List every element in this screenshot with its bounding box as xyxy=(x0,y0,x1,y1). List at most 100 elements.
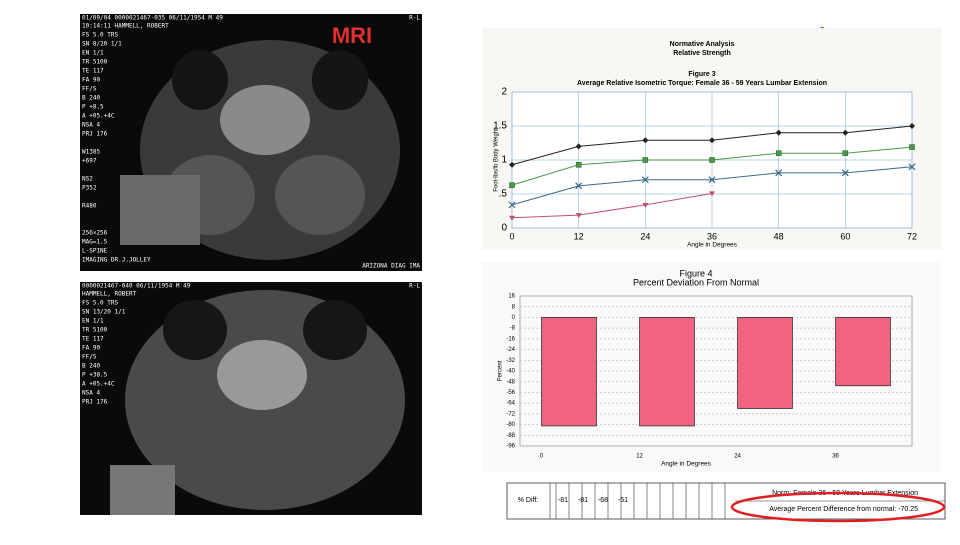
mri-info: B 240 xyxy=(82,363,100,370)
x-tick-label: 72 xyxy=(907,231,917,241)
mri-info: 10:14:11 HAMMELL, ROBERT xyxy=(82,23,169,30)
y-tick-label: -80 xyxy=(506,422,515,428)
y-tick-label: .5 xyxy=(499,189,508,200)
mri-info: +697 xyxy=(82,158,97,165)
mri-info: EN 1/1 xyxy=(82,50,104,57)
y-axis-label: Percent xyxy=(498,360,504,381)
table-cell: -81 xyxy=(578,497,588,504)
mri-info: R480 xyxy=(82,203,97,210)
chart-header: Relative Strength xyxy=(673,50,731,57)
x-tick-label: 36 xyxy=(707,231,717,241)
mri-corner: R-L xyxy=(409,283,420,290)
x-tick-label: 24 xyxy=(734,454,741,460)
mri-info: FS 5.0 TRS xyxy=(82,300,119,307)
y-tick-label: -24 xyxy=(506,347,515,353)
chart-title: Figure 4 xyxy=(679,268,712,278)
marker xyxy=(575,213,582,219)
y-tick-label: -72 xyxy=(506,411,515,417)
mri-info: NS2 xyxy=(82,176,93,183)
mri-header: 01/09/04 0000021467-035 06/11/1954 M 49 xyxy=(82,15,223,22)
table-average: Average Percent Difference from normal: … xyxy=(769,506,918,513)
mri-kidney xyxy=(303,300,367,360)
mri-inset xyxy=(120,175,200,245)
mri-kidney xyxy=(163,300,227,360)
mri-bottom xyxy=(80,282,422,515)
marker xyxy=(775,169,783,177)
y-tick-label: -16 xyxy=(506,336,515,342)
mri-footer: ARIZONA DIAG IMA xyxy=(362,263,420,270)
mri-info: TE 117 xyxy=(82,336,104,343)
marker xyxy=(709,137,715,144)
marker xyxy=(908,163,916,171)
marker xyxy=(842,129,849,136)
x-tick-label: 24 xyxy=(640,231,650,241)
mri-muscle xyxy=(275,155,365,235)
marker xyxy=(841,169,849,177)
mri-disc xyxy=(217,340,307,410)
mri-overlay: 0000021467-040 06/11/1954 M 49 R-L HAMMELL… xyxy=(82,283,420,406)
mri-info: P352 xyxy=(82,185,97,192)
x-tick-label: 36 xyxy=(832,454,839,460)
mri-info: TR 5100 xyxy=(82,59,108,66)
x-tick-label: 0 xyxy=(509,231,514,241)
mri-info: TE 117 xyxy=(82,68,104,75)
marker xyxy=(775,129,782,136)
table-cell: -51 xyxy=(618,497,628,504)
mri-info: NSA 4 xyxy=(82,390,100,397)
y-axis-label: Foot-lbs/lb Body Weight xyxy=(494,128,500,192)
x-tick-label: 0 xyxy=(540,454,544,460)
y-tick-label: -96 xyxy=(506,444,515,450)
mri-info: L-SPINE xyxy=(82,248,108,255)
mri-info: W1385 xyxy=(82,149,100,156)
mri-inset xyxy=(110,465,175,515)
mri-info: A +05.+4C xyxy=(82,113,115,120)
y-tick-label: -40 xyxy=(506,369,515,375)
bar xyxy=(835,317,891,387)
mri-kidney xyxy=(312,50,368,110)
table-cell: -68 xyxy=(598,497,608,504)
marker xyxy=(909,144,915,150)
x-tick-label: 60 xyxy=(840,231,850,241)
y-tick-label: 16 xyxy=(508,294,515,300)
marker xyxy=(842,150,849,156)
mri-info: IMAGING DR.J.JOLLEY xyxy=(82,257,151,264)
mri-disc xyxy=(220,85,310,155)
marker xyxy=(709,191,715,197)
chart-subtitle: Average Relative Isometric Torque: Femal… xyxy=(577,80,827,87)
marker xyxy=(642,157,649,163)
mri-info: P +38.5 xyxy=(82,372,108,379)
x-tick-label: 48 xyxy=(774,231,784,241)
x-axis-label: Angle in Degrees xyxy=(687,242,738,249)
mri-info: TR 5100 xyxy=(82,327,108,334)
y-tick-label: 1.5 xyxy=(493,121,507,132)
y-tick-label: -8 xyxy=(510,326,516,332)
chart-title: Figure 3 xyxy=(688,71,715,78)
highlight-circle xyxy=(730,491,946,523)
mri-top xyxy=(80,14,422,271)
mri-overlay: 01/09/04 0000021467-035 06/11/1954 M 49 R… xyxy=(82,15,420,270)
y-tick-label: 8 xyxy=(512,304,516,310)
mri-info: NSA 4 xyxy=(82,122,100,129)
y-tick-label: 1 xyxy=(501,155,507,166)
marker xyxy=(775,150,782,156)
mri-info: PRJ 176 xyxy=(82,131,108,138)
mri-info: A +05.+4C xyxy=(82,381,115,388)
mri-info: EN 1/1 xyxy=(82,318,104,325)
marker xyxy=(509,215,515,221)
marker xyxy=(575,143,582,150)
mri-info: MAG=1.5 xyxy=(82,239,108,246)
mri-corner: R-L xyxy=(409,15,420,22)
mri-header: 0000021467-040 06/11/1954 M 49 xyxy=(82,283,191,290)
y-tick-label: -56 xyxy=(506,390,515,396)
series-line xyxy=(511,192,713,219)
y-tick-label: -88 xyxy=(506,433,515,439)
mri-info: P +8.5 xyxy=(82,104,104,111)
mri-info: FA 90 xyxy=(82,77,100,84)
mri-info: B 240 xyxy=(82,95,100,102)
mri-info: FF/S xyxy=(82,86,97,93)
mri-info: FA 90 xyxy=(82,345,100,352)
mri-info: SN 13/20 1/1 xyxy=(82,309,126,316)
x-axis-label: Angle in Degrees xyxy=(661,461,712,468)
